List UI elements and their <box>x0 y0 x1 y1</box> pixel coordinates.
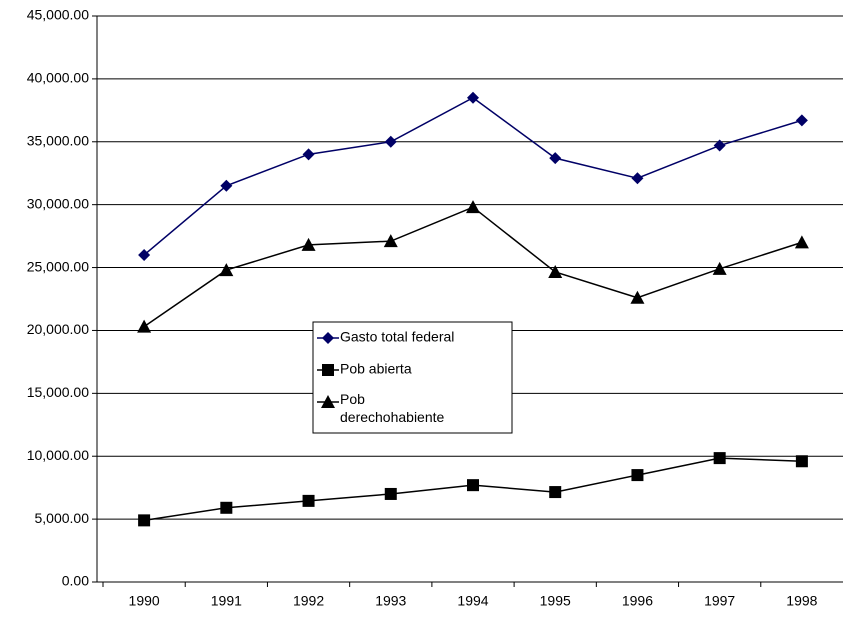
y-tick-label: 45,000.00 <box>27 7 89 23</box>
x-tick-label: 1996 <box>622 593 653 609</box>
marker <box>384 487 397 500</box>
y-tick-label: 40,000.00 <box>27 70 89 86</box>
marker <box>322 332 334 344</box>
x-tick-label: 1998 <box>786 593 817 609</box>
marker <box>384 135 397 148</box>
x-tick-label: 1992 <box>293 593 324 609</box>
marker <box>795 114 808 127</box>
y-tick-label: 15,000.00 <box>27 384 89 400</box>
marker <box>467 91 479 104</box>
marker <box>220 501 233 514</box>
marker <box>549 152 562 165</box>
marker <box>713 139 726 152</box>
series-line <box>143 206 803 328</box>
x-tick-label: 1995 <box>540 593 571 609</box>
marker <box>220 179 233 192</box>
marker <box>137 319 152 333</box>
marker <box>795 455 808 468</box>
legend-label: Pob abierta <box>340 361 412 377</box>
marker <box>712 261 727 275</box>
x-tick-label: 1990 <box>129 593 160 609</box>
marker <box>138 514 151 527</box>
y-tick-label: 35,000.00 <box>27 132 89 148</box>
marker <box>794 235 809 249</box>
series-line <box>143 96 803 256</box>
marker <box>631 469 644 482</box>
legend: Gasto total federal Pob abierta Pob derecho… <box>312 321 513 434</box>
legend-box <box>312 321 513 434</box>
legend-label: Gasto total federal <box>340 329 454 345</box>
y-tick-label: 25,000.00 <box>27 258 89 274</box>
y-tick-label: 30,000.00 <box>27 195 89 211</box>
marker <box>302 148 315 161</box>
marker <box>321 395 335 408</box>
marker <box>631 172 644 185</box>
marker <box>322 364 334 376</box>
y-tick-label: 5,000.00 <box>35 510 90 526</box>
marker <box>466 200 480 214</box>
marker <box>302 494 315 507</box>
x-tick-label: 1997 <box>704 593 735 609</box>
marker <box>548 264 563 278</box>
x-tick-label: 1994 <box>457 593 488 609</box>
marker <box>713 452 726 465</box>
marker <box>549 486 562 499</box>
marker <box>138 248 151 261</box>
x-tick-label: 1991 <box>211 593 242 609</box>
y-tick-label: 20,000.00 <box>27 321 89 337</box>
marker <box>219 263 234 277</box>
marker <box>301 237 316 251</box>
marker <box>383 234 398 248</box>
y-tick-label: 10,000.00 <box>27 447 89 463</box>
marker <box>630 290 645 304</box>
legend-label: Pob derechohabiente <box>340 391 445 425</box>
x-tick-label: 1993 <box>375 593 406 609</box>
marker <box>467 479 479 492</box>
y-tick-label: 0.00 <box>62 573 89 589</box>
